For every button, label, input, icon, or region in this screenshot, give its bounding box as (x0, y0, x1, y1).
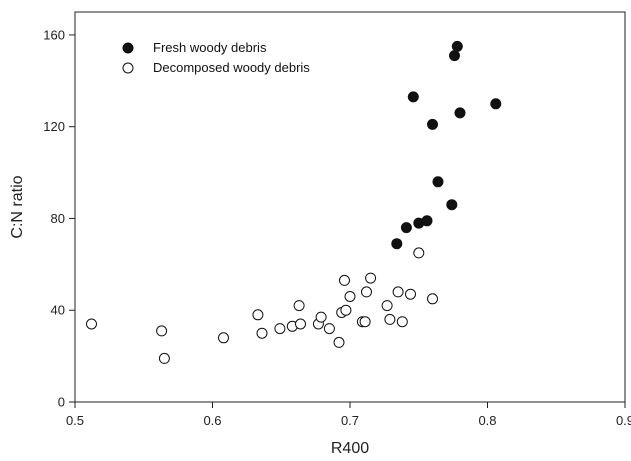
x-tick-label: 0.8 (478, 413, 496, 428)
fresh-debris-point (449, 50, 460, 62)
decomposed-debris-point (293, 300, 305, 312)
y-axis: 0 40 80 120 160 (43, 27, 75, 410)
y-tick-label: 120 (43, 119, 65, 134)
fresh-debris-point (490, 98, 502, 110)
decomposed-debris-point (413, 247, 425, 259)
decomposed-debris-point (381, 300, 393, 312)
decomposed-debris-point (315, 311, 327, 323)
decomposed-debris-point (252, 309, 264, 321)
decomposed-debris-point (344, 291, 356, 302)
legend-marker-fresh (122, 42, 134, 54)
x-tick-label: 0.6 (203, 413, 221, 428)
legend-marker-decomposed (122, 62, 134, 74)
decomposed-debris-point (396, 316, 408, 328)
fresh-debris-point (446, 199, 458, 211)
x-tick-label: 0.7 (341, 413, 359, 428)
decomposed-debris-point (323, 323, 335, 335)
y-tick-label: 0 (58, 395, 65, 410)
legend: Fresh woody debris Decomposed woody debr… (122, 40, 310, 75)
decomposed-debris-point (295, 318, 306, 330)
fresh-debris-point (400, 222, 412, 234)
x-axis-label: R400 (331, 440, 369, 457)
y-tick-label: 80 (51, 211, 65, 226)
legend-label-fresh: Fresh woody debris (153, 40, 267, 55)
decomposed-debris-point (405, 288, 416, 300)
decomposed-debris-point (340, 304, 352, 316)
x-axis: 0.5 0.6 0.7 0.8 0.9 (66, 402, 631, 428)
y-axis-label: C:N ratio (9, 175, 26, 238)
decomposed-debris-point (365, 272, 377, 284)
fresh-debris-point (451, 40, 463, 52)
x-tick-label: 0.5 (66, 413, 84, 428)
decomposed-debris-point (86, 318, 97, 330)
fresh-debris-point (432, 176, 444, 188)
data-points (86, 40, 502, 364)
x-tick-label: 0.9 (616, 413, 631, 428)
decomposed-debris-point (361, 286, 372, 298)
decomposed-debris-point (333, 336, 345, 348)
y-tick-label: 40 (51, 303, 65, 318)
legend-label-decomposed: Decomposed woody debris (153, 60, 310, 75)
decomposed-debris-point (359, 316, 371, 328)
decomposed-debris-point (392, 286, 404, 298)
decomposed-debris-point (158, 352, 170, 364)
fresh-debris-point (421, 215, 433, 227)
fresh-debris-point (427, 118, 438, 130)
decomposed-debris-point (427, 293, 438, 305)
decomposed-debris-point (256, 327, 268, 339)
decomposed-debris-point (218, 332, 229, 344)
decomposed-debris-point (384, 313, 396, 325)
fresh-debris-point (454, 107, 466, 119)
fresh-debris-point (407, 91, 419, 103)
fresh-debris-point (391, 238, 403, 250)
y-tick-label: 160 (43, 27, 65, 42)
decomposed-debris-point (156, 325, 168, 337)
decomposed-debris-point (274, 323, 286, 335)
plot-area (74, 11, 626, 403)
decomposed-debris-point (339, 274, 350, 286)
